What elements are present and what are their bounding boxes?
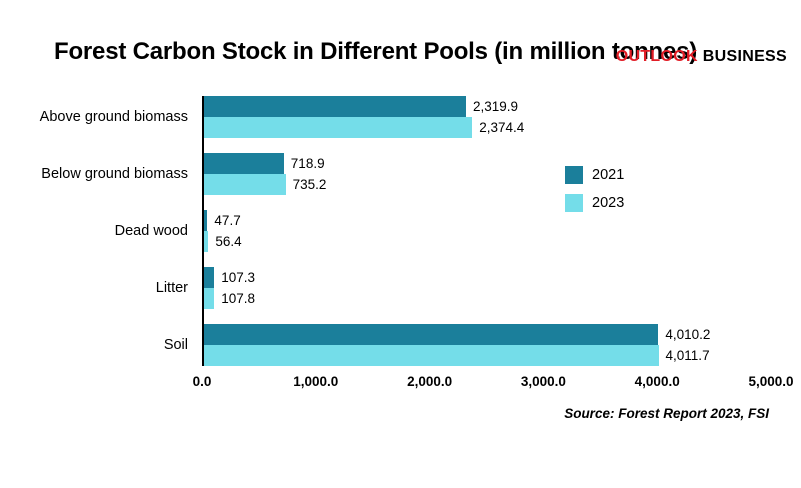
legend: 2021 2023 — [565, 166, 624, 222]
page: OUTLOOK BUSINESS Forest Carbon Stock in D… — [0, 38, 801, 488]
brand-primary-text: OUTLOOK — [615, 48, 698, 65]
y-axis-line — [202, 96, 204, 366]
x-tick-label: 5,000.0 — [748, 374, 794, 389]
bar-2021 — [202, 96, 466, 117]
x-tick-label: 0.0 — [192, 374, 212, 389]
bar-2023 — [202, 231, 209, 252]
category-label: Below ground biomass — [41, 166, 188, 182]
bar-2021 — [202, 210, 208, 231]
chart-rows: Above ground biomass 2,319.9 2,374.4 Below … — [30, 96, 771, 366]
legend-label-2023: 2023 — [592, 195, 625, 211]
value-label: 2,374.4 — [479, 120, 525, 135]
bar-2023 — [202, 117, 473, 138]
value-label: 735.2 — [292, 177, 327, 192]
value-label: 2,319.9 — [473, 99, 519, 114]
legend-swatch-2023 — [565, 194, 583, 212]
category-label: Dead wood — [114, 223, 188, 239]
value-label: 4,011.7 — [665, 348, 710, 363]
category-row: Above ground biomass 2,319.9 2,374.4 — [30, 96, 771, 138]
category-row: Dead wood 47.7 56.4 — [30, 210, 771, 252]
value-label: 47.7 — [214, 213, 241, 228]
chart-title: Forest Carbon Stock in Different Pools (… — [54, 38, 698, 65]
bar-chart: Above ground biomass 2,319.9 2,374.4 Below … — [30, 96, 794, 394]
category-label: Soil — [163, 337, 188, 353]
brand-logo: OUTLOOK BUSINESS — [616, 48, 787, 66]
value-label: 56.4 — [215, 234, 242, 249]
source-note: Source: Forest Report 2023, FSI — [564, 406, 769, 421]
brand-secondary-text: BUSINESS — [702, 48, 787, 65]
x-tick-label: 4,000.0 — [634, 374, 680, 389]
bar-2021 — [202, 324, 659, 345]
legend-swatch-2021 — [565, 166, 583, 184]
bar-2021 — [202, 153, 284, 174]
legend-label-2021: 2021 — [592, 167, 625, 183]
category-label: Litter — [155, 280, 188, 296]
bar-2021 — [202, 267, 215, 288]
category-row: Below ground biomass 718.9 735.2 — [30, 153, 771, 195]
category-row: Soil 4,010.2 4,011.7 — [30, 324, 771, 366]
x-axis: 0.0 1,000.0 2,000.0 3,000.0 4,000.0 5,000.0 — [193, 374, 794, 394]
value-label: 107.3 — [221, 270, 255, 285]
value-label: 718.9 — [290, 156, 325, 171]
legend-item-2021: 2021 — [565, 166, 624, 184]
category-label: Above ground biomass — [39, 109, 188, 125]
x-tick-label: 2,000.0 — [407, 374, 453, 389]
category-row: Litter 107.3 107.8 — [30, 267, 771, 309]
value-label: 4,010.2 — [665, 327, 711, 342]
bar-2023 — [202, 174, 286, 195]
value-label: 107.8 — [221, 291, 256, 306]
bar-2023 — [202, 345, 659, 366]
bar-2023 — [202, 288, 215, 309]
legend-item-2023: 2023 — [565, 194, 624, 212]
x-tick-label: 3,000.0 — [520, 374, 566, 389]
x-tick-label: 1,000.0 — [293, 374, 339, 389]
